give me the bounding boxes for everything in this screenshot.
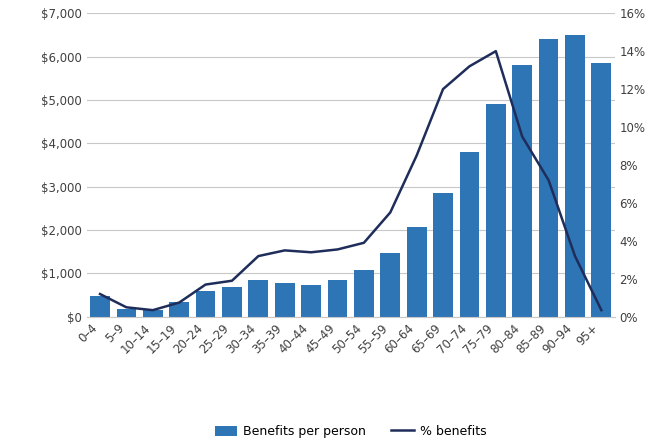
Bar [538, 39, 558, 317]
Bar [460, 152, 480, 317]
Bar [512, 65, 532, 317]
Bar [565, 35, 585, 317]
Bar [90, 296, 110, 317]
Bar [407, 227, 427, 317]
Bar [591, 63, 611, 317]
Bar [275, 282, 295, 317]
Bar [433, 193, 453, 317]
Bar [222, 287, 242, 317]
Bar [301, 285, 321, 317]
Bar [248, 280, 269, 317]
Bar [196, 291, 216, 317]
Bar [116, 308, 136, 317]
Bar [169, 302, 189, 317]
Bar [143, 310, 163, 317]
Bar [486, 104, 506, 317]
Bar [327, 280, 347, 317]
Legend: Benefits per person, % benefits: Benefits per person, % benefits [210, 420, 492, 440]
Bar [380, 253, 400, 317]
Bar [354, 270, 374, 317]
